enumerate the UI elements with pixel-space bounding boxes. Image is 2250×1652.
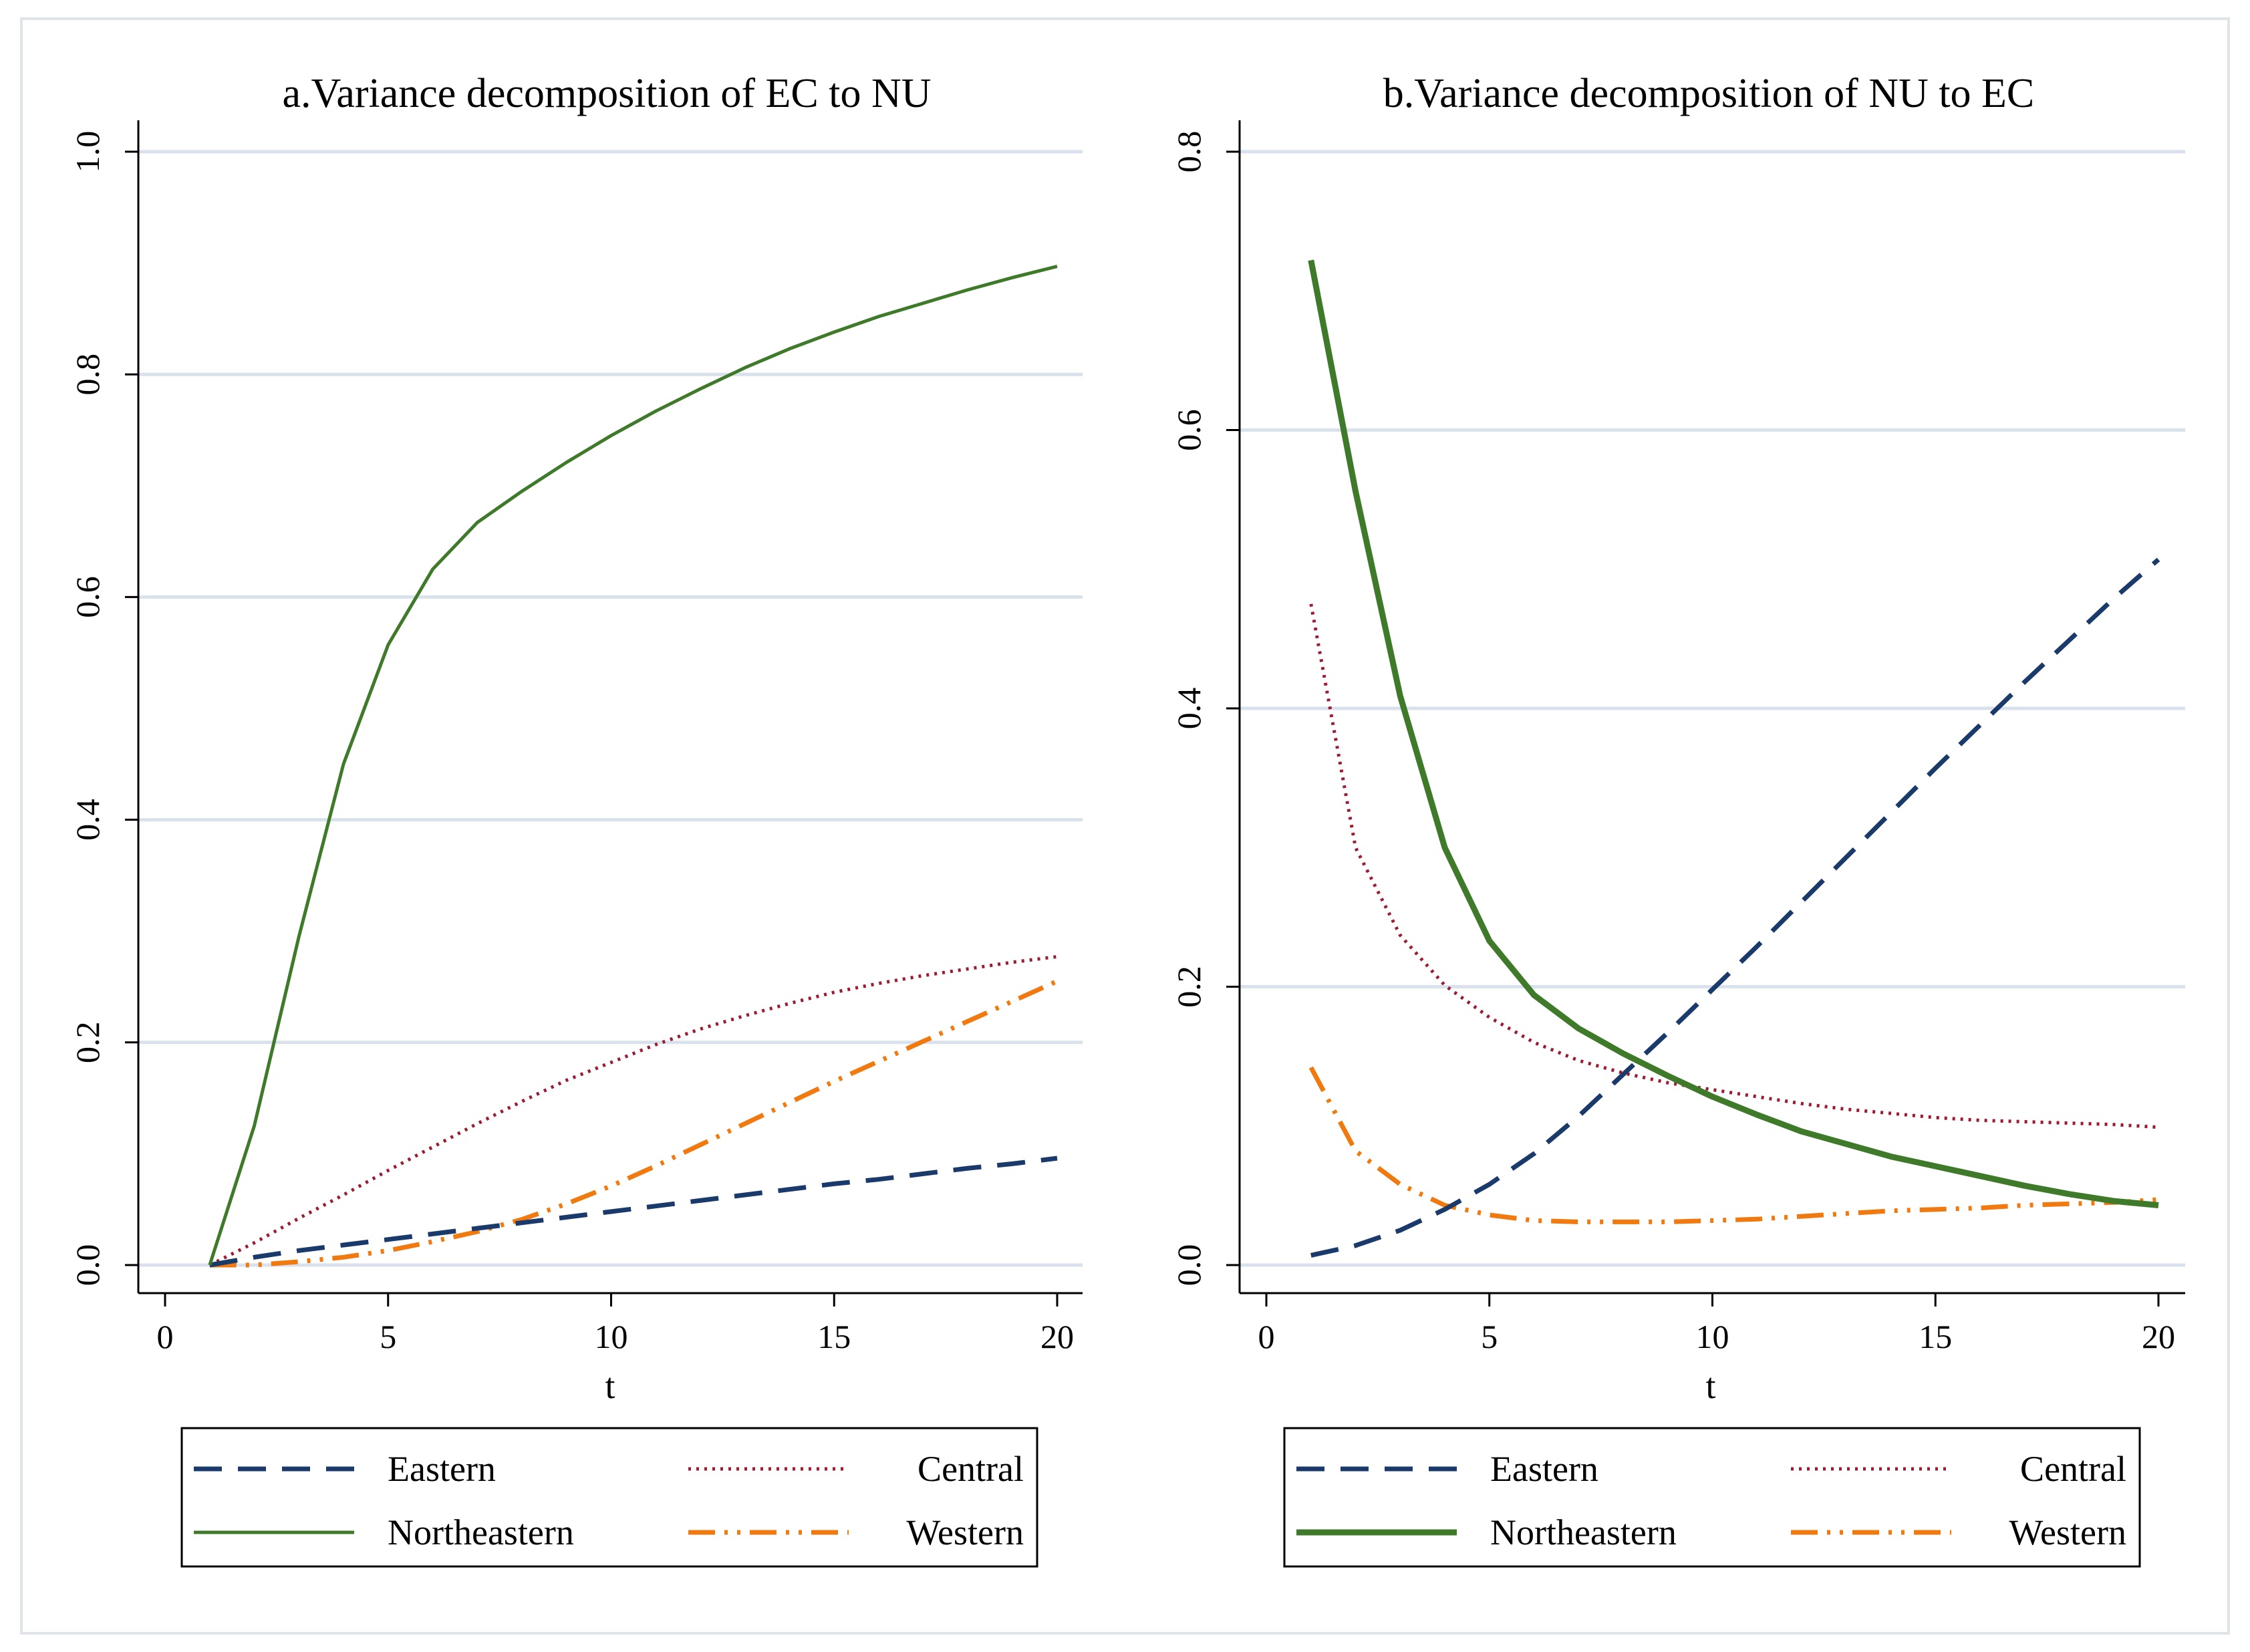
- panel-b-y-tick-label: 0.6: [1170, 409, 1208, 451]
- panel-a-y-tick-label: 0.2: [69, 1022, 106, 1064]
- panel-a-legend: Eastern Central Northeastern Western: [180, 1427, 1038, 1568]
- panel-a-legend-box: [180, 1427, 1038, 1568]
- panel-b-legend-label-central: Central: [2020, 1449, 2126, 1489]
- panel-a-y-tick-label: 0.6: [69, 576, 106, 618]
- panel-b-x-tick-label: 5: [1481, 1318, 1498, 1355]
- panel-a-y-tick-label: 0.0: [69, 1244, 106, 1286]
- panel-b-legend-box: [1283, 1427, 2141, 1568]
- panel-a-series-eastern: [209, 1155, 1058, 1268]
- panel-a-x-tick-label: 10: [595, 1318, 628, 1355]
- panel-a-y-tick-label: 0.4: [69, 799, 106, 841]
- panel-b-ticks: 0.0 0.2 0.4 0.6 0.8 0 5 10 15 20: [1170, 131, 2175, 1355]
- panel-b-y-tick-label: 0.2: [1170, 966, 1208, 1008]
- panel-b-title: b.Variance decomposition of NU to EC: [1383, 71, 2035, 116]
- panel-b-series-central: [1309, 603, 2159, 1129]
- panel-b-series-eastern: [1310, 557, 2160, 1258]
- panel-b-legend-label-northeastern: Northeastern: [1490, 1512, 1677, 1552]
- panel-b-legend-label-eastern: Eastern: [1490, 1449, 1598, 1489]
- panel-a-y-tick-label: 1.0: [69, 131, 106, 173]
- panel-b-legend: Eastern Central Northeastern Western: [1283, 1427, 2141, 1568]
- panel-b-x-axis-label: t: [1705, 1366, 1715, 1406]
- panel-a-x-axis-label: t: [605, 1366, 615, 1406]
- panel-a-x-tick-label: 5: [380, 1318, 396, 1355]
- panel-a-series: [208, 265, 1059, 1268]
- panel-b-x-tick-label: 20: [2142, 1318, 2175, 1355]
- panel-b-y-tick-label: 0.4: [1170, 688, 1208, 730]
- panel-b-y-tick-label: 0.8: [1170, 131, 1208, 173]
- panel-a-series-northeastern: [208, 265, 1058, 1266]
- panel-b-legend-label-western: Western: [2009, 1512, 2126, 1552]
- panel-a-series-western: [209, 979, 1059, 1268]
- panel-a-legend-label-western: Western: [906, 1512, 1024, 1552]
- panel-b: b.Variance decomposition of NU to EC 0.0…: [1170, 71, 2185, 1568]
- panel-a-legend-label-central: Central: [918, 1449, 1024, 1489]
- panel-b-series: [1308, 259, 2160, 1258]
- panel-a-x-tick-label: 20: [1040, 1318, 1074, 1355]
- panel-b-x-tick-label: 15: [1919, 1318, 1952, 1355]
- panel-b-y-tick-label: 0.0: [1170, 1244, 1208, 1286]
- panel-a-legend-label-northeastern: Northeastern: [388, 1512, 574, 1552]
- panel-b-x-tick-label: 10: [1696, 1318, 1729, 1355]
- panel-b-series-western: [1308, 1066, 2159, 1224]
- panel-a-series-central: [208, 955, 1058, 1267]
- panel-a-x-tick-label: 0: [157, 1318, 174, 1355]
- panel-a-title: a.Variance decomposition of EC to NU: [282, 71, 931, 116]
- panel-a-legend-label-eastern: Eastern: [388, 1449, 496, 1489]
- panel-a: a.Variance decomposition of EC to NU 0.0…: [69, 71, 1083, 1568]
- figure-frame: [20, 17, 2230, 1635]
- panel-a-ticks: 0.0 0.2 0.4 0.6 0.8 1.0 0 5 10 15 20: [69, 131, 1074, 1355]
- panel-a-x-tick-label: 15: [817, 1318, 851, 1355]
- panel-a-grid: [138, 150, 1083, 1267]
- panel-b-series-northeastern: [1308, 259, 2159, 1208]
- panel-a-y-tick-label: 0.8: [69, 354, 106, 396]
- panel-b-x-tick-label: 0: [1258, 1318, 1275, 1355]
